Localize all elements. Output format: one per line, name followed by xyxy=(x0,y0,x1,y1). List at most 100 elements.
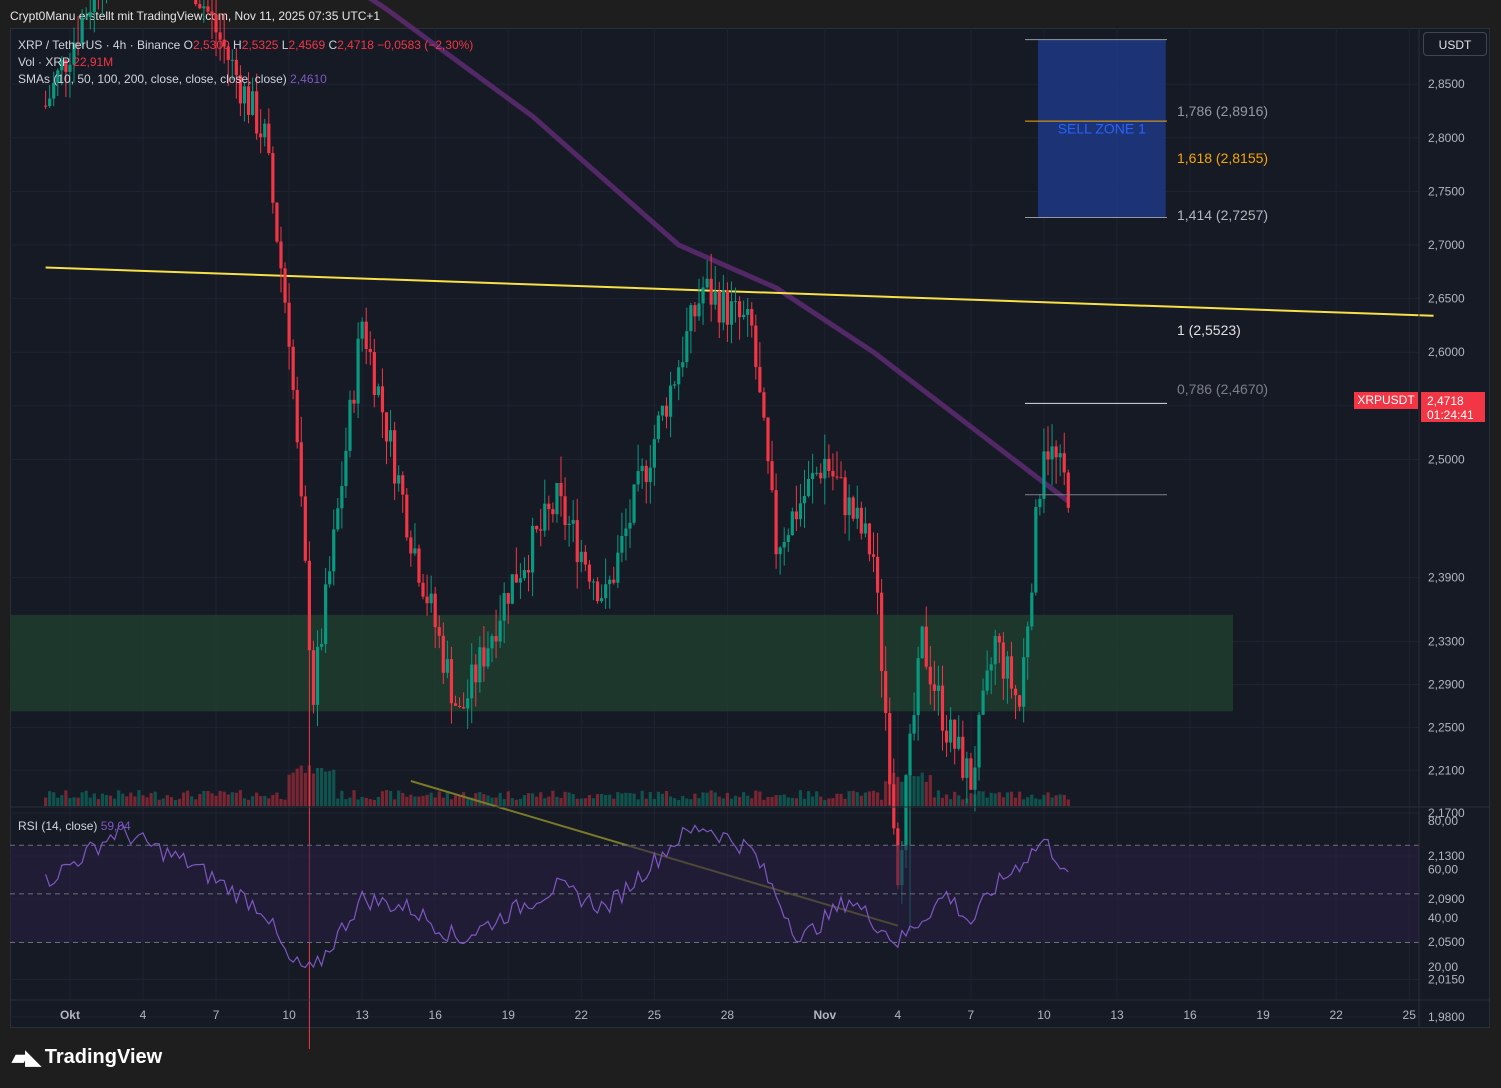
candle-body xyxy=(226,46,230,60)
candle-body xyxy=(575,520,579,563)
candle-body xyxy=(303,496,307,561)
volume-bar xyxy=(640,790,644,806)
candle-body xyxy=(194,0,198,5)
candle-body xyxy=(522,570,527,579)
volume-bar xyxy=(681,795,685,806)
candle-body xyxy=(709,278,713,305)
candle-body xyxy=(462,707,466,709)
candle-body xyxy=(884,671,888,714)
candle-body xyxy=(482,647,486,667)
volume-bar xyxy=(742,792,746,806)
volume-bar xyxy=(839,793,843,806)
volume-bar xyxy=(429,792,433,806)
candle-body xyxy=(612,579,616,583)
volume-bar xyxy=(279,798,283,806)
sell-zone xyxy=(1037,39,1166,218)
tradingview-logo-icon: ▰◣ xyxy=(12,1047,41,1069)
candle-body xyxy=(539,529,543,531)
price-tick: 1,9800 xyxy=(1428,1010,1465,1024)
volume-bar xyxy=(673,798,677,806)
volume-bar xyxy=(153,791,157,806)
currency-button[interactable]: USDT xyxy=(1423,32,1487,56)
candle-body xyxy=(214,14,218,33)
volume-bar xyxy=(526,793,531,806)
candle-body xyxy=(677,367,681,385)
volume-bar xyxy=(433,797,437,806)
volume-bar xyxy=(551,790,555,806)
volume-bar xyxy=(863,792,867,806)
candle-body xyxy=(234,59,238,76)
volume-bar xyxy=(709,790,713,806)
volume-bar xyxy=(263,795,267,806)
volume-bar xyxy=(668,796,673,806)
volume-bar xyxy=(1001,797,1005,806)
volume-bar xyxy=(457,795,462,806)
candle-body xyxy=(441,635,445,673)
volume-bar xyxy=(811,796,815,806)
volume-bar xyxy=(591,798,596,806)
candle-body xyxy=(1030,592,1034,627)
volume-bar xyxy=(84,790,88,806)
volume-bar xyxy=(303,772,307,806)
volume-bar xyxy=(275,792,279,806)
fib-label-1414: 1,414 (2,7257) xyxy=(1177,207,1268,223)
candle-body xyxy=(263,123,267,138)
candle-body xyxy=(835,476,839,478)
volume-bar xyxy=(190,796,194,806)
volume-bar xyxy=(466,799,470,806)
candle-body xyxy=(449,659,454,704)
volume-bar xyxy=(44,797,48,806)
candle-body xyxy=(1054,446,1058,458)
volume-bar xyxy=(234,792,238,806)
candle-body xyxy=(916,658,920,716)
candle-body xyxy=(1050,446,1054,460)
volume-bar xyxy=(141,795,145,806)
time-tick: 7 xyxy=(213,1008,220,1022)
volume-bar xyxy=(453,795,458,806)
candle-body xyxy=(648,467,652,483)
volume-bar xyxy=(108,795,113,806)
volume-bar xyxy=(76,797,80,806)
legend-sma-value: 2,4610 xyxy=(290,72,327,86)
volume-bar xyxy=(364,797,368,806)
volume-bar xyxy=(376,796,380,806)
volume-bar xyxy=(246,799,251,806)
candle-body xyxy=(1009,656,1014,689)
volume-bar xyxy=(924,781,928,806)
price-tick: 2,2500 xyxy=(1428,720,1465,734)
volume-bar xyxy=(250,796,255,806)
legend-rsi-row: RSI (14, close) 59,04 xyxy=(18,819,131,833)
volume-bar xyxy=(149,793,153,806)
legend-change: −0,0583 (−2,30%) xyxy=(377,38,474,52)
volume-bar xyxy=(470,797,474,806)
volume-bar xyxy=(940,797,945,806)
time-tick: 22 xyxy=(575,1008,589,1022)
rsi-line xyxy=(45,823,1069,969)
time-tick: 28 xyxy=(721,1008,735,1022)
volume-bar xyxy=(632,793,636,806)
legend-high: 2,5325 xyxy=(241,38,279,52)
candle-body xyxy=(1018,695,1022,707)
last-price-tag: 2,4718 01:24:41 xyxy=(1421,392,1485,422)
candle-body xyxy=(717,291,721,323)
price-tick: 2,6000 xyxy=(1428,345,1465,359)
candle-body xyxy=(271,153,275,203)
candle-body xyxy=(372,352,376,396)
volume-bar xyxy=(750,798,754,806)
trendlines xyxy=(45,266,1434,927)
volume-bar xyxy=(137,790,141,806)
candle-body xyxy=(977,714,981,768)
volume-bar xyxy=(595,794,600,806)
volume-bar xyxy=(324,771,328,806)
bar-countdown: 01:24:41 xyxy=(1427,408,1474,422)
candle-body xyxy=(871,554,876,557)
candle-body xyxy=(778,547,782,555)
candle-body xyxy=(750,308,754,326)
legend-l-label: L xyxy=(281,38,289,52)
candle-body xyxy=(92,0,96,13)
tradingview-logo[interactable]: ▰◣ TradingView xyxy=(12,1045,162,1070)
volume-bar xyxy=(701,792,705,806)
candle-body xyxy=(880,592,884,672)
volume-bar xyxy=(161,798,165,806)
